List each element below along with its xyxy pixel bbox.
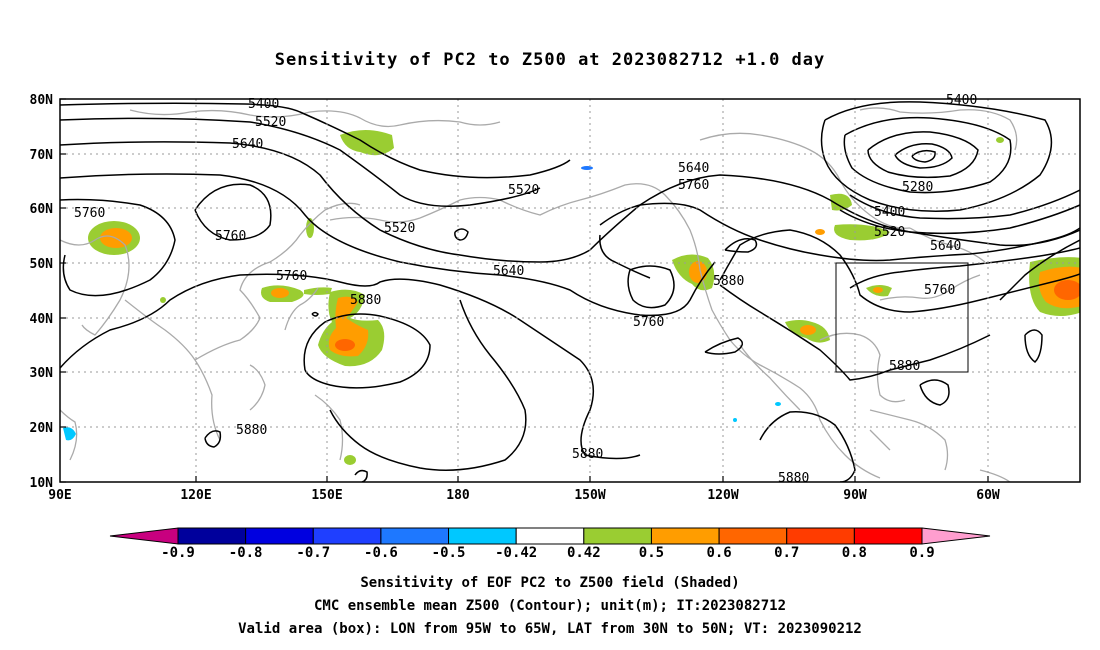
- caption-line-2: CMC ensemble mean Z500 (Contour); unit(m…: [313, 598, 786, 614]
- contour-label: 5280: [902, 180, 933, 195]
- positive-patch-japan: [318, 289, 385, 367]
- z500-contours: [60, 101, 1080, 482]
- colorbar: -0.9 -0.8 -0.7 -0.6 -0.5 -0.42 0.42 0.5 0.6 0.7 0.…: [109, 527, 991, 561]
- lon-label: 60W: [976, 488, 1000, 503]
- contour-label: 5520: [384, 221, 415, 236]
- colorbar-box: [718, 527, 788, 545]
- colorbar-box: [583, 527, 652, 545]
- contour-label: 5880: [236, 423, 267, 438]
- lat-label: 70N: [30, 148, 54, 163]
- positive-patch-valid-area: [866, 285, 892, 297]
- contour-label: 5640: [678, 161, 709, 176]
- contour-label: 5400: [874, 205, 905, 220]
- caption-line-1: Sensitivity of EOF PC2 to Z500 field (Sh…: [360, 575, 740, 591]
- contour-label: 5640: [493, 264, 524, 279]
- coastlines: [60, 107, 1018, 482]
- colorbar-label: 0.42: [567, 545, 601, 561]
- contour-label: 5520: [255, 115, 286, 130]
- colorbar-box: [786, 527, 855, 545]
- lat-label: 30N: [30, 366, 54, 381]
- contour-label: 5880: [350, 293, 381, 308]
- contour-label: 5760: [678, 178, 709, 193]
- colorbar-box: [515, 527, 585, 545]
- lat-label: 50N: [30, 257, 54, 272]
- contour-label: 5880: [889, 359, 920, 374]
- contour-label: 5880: [713, 274, 744, 289]
- grid-lines: [60, 99, 1080, 482]
- colorbar-label: -0.8: [229, 545, 263, 561]
- latitude-labels: 80N 70N 60N 50N 40N 30N 20N 10N: [30, 93, 54, 491]
- lat-label: 40N: [30, 312, 54, 327]
- positive-patch-korea: [261, 285, 332, 302]
- colorbar-labels: -0.9 -0.8 -0.7 -0.6 -0.5 -0.42 0.42 0.5 0.6 0.7 0.…: [161, 545, 935, 561]
- positive-patch-pacific-nw: [672, 254, 715, 291]
- colorbar-label: 0.8: [842, 545, 867, 561]
- lon-label: 180: [446, 488, 470, 503]
- contour-label: 5520: [874, 225, 905, 240]
- lon-label: 150E: [311, 488, 342, 503]
- lon-label: 90E: [48, 488, 71, 503]
- positive-patch-hudson: [830, 193, 890, 241]
- longitude-labels: 90E 120E 150E 180 150W 120W 90W 60W: [48, 488, 1000, 503]
- colorbar-label: -0.5: [432, 545, 466, 561]
- contour-label: 5760: [74, 206, 105, 221]
- colorbar-label: 0.5: [639, 545, 664, 561]
- contour-label: 5880: [572, 447, 603, 462]
- colorbar-high-extend: [921, 527, 991, 545]
- sensitivity-shading: [63, 130, 1080, 465]
- lat-label: 80N: [30, 93, 54, 108]
- caption-line-3: Valid area (box): LON from 95W to 65W, L…: [238, 621, 862, 637]
- contour-label: 5760: [276, 269, 307, 284]
- colorbar-box: [177, 527, 247, 545]
- colorbar-box: [448, 527, 517, 545]
- colorbar-low-extend: [109, 527, 179, 545]
- colorbar-label: 0.7: [774, 545, 799, 561]
- colorbar-box: [853, 527, 923, 545]
- positive-patch-gulf: [785, 320, 830, 343]
- lon-label: 150W: [574, 488, 605, 503]
- colorbar-label: -0.7: [296, 545, 330, 561]
- colorbar-label: -0.6: [364, 545, 398, 561]
- colorbar-label: 0.6: [706, 545, 731, 561]
- colorbar-box: [312, 527, 382, 545]
- contour-label: 5520: [508, 183, 539, 198]
- tick-marks: [60, 98, 989, 483]
- colorbar-box: [245, 527, 314, 545]
- colorbar-label: -0.9: [161, 545, 195, 561]
- lat-label: 10N: [30, 476, 54, 491]
- contour-label: 5640: [930, 239, 961, 254]
- valid-area-box: [835, 262, 969, 373]
- colorbar-box: [650, 527, 720, 545]
- negative-patch-small: [63, 166, 781, 441]
- contour-label: 5760: [924, 283, 955, 298]
- colorbar-label: -0.42: [495, 545, 537, 561]
- contour-label: 5400: [248, 97, 279, 112]
- contour-label: 5760: [633, 315, 664, 330]
- contour-label: 5880: [778, 471, 809, 486]
- lon-label: 120E: [180, 488, 211, 503]
- contour-label: 5640: [232, 137, 263, 152]
- colorbar-label: 0.9: [909, 545, 934, 561]
- contour-label: 5400: [946, 93, 977, 108]
- map-title: Sensitivity of PC2 to Z500 at 2023082712…: [274, 50, 826, 70]
- lon-label: 90W: [843, 488, 867, 503]
- map-frame: [59, 98, 1081, 483]
- lon-label: 120W: [707, 488, 738, 503]
- contour-label: 5760: [215, 229, 246, 244]
- colorbar-boxes: [177, 527, 923, 545]
- lat-label: 20N: [30, 421, 54, 436]
- lat-label: 60N: [30, 202, 54, 217]
- colorbar-box: [380, 527, 450, 545]
